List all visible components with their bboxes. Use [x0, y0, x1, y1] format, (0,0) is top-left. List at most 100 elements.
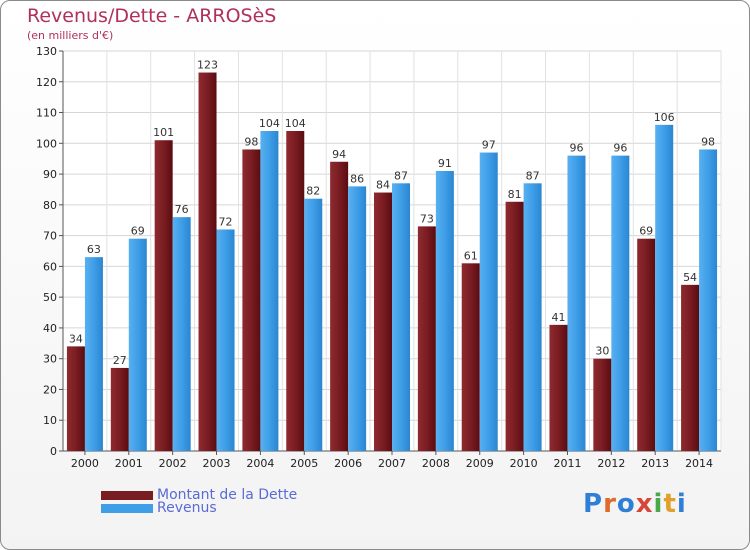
x-tick-label: 2014 — [685, 457, 713, 470]
bar-debt — [461, 263, 480, 451]
data-label: 72 — [219, 215, 233, 228]
data-label: 34 — [69, 332, 83, 345]
y-tick-label: 110 — [36, 107, 57, 120]
bar-revenue — [260, 131, 279, 451]
y-tick-label: 10 — [43, 414, 57, 427]
logo-letter: P — [583, 489, 604, 519]
x-tick-label: 2010 — [510, 457, 538, 470]
data-label: 81 — [508, 188, 522, 201]
data-label: 104 — [285, 117, 306, 130]
logo-letter: i — [676, 489, 687, 519]
bar-revenue — [216, 229, 235, 451]
bar-revenue — [128, 238, 147, 451]
x-tick-label: 2008 — [422, 457, 450, 470]
x-tick-label: 2009 — [466, 457, 494, 470]
bar-revenue — [348, 186, 367, 451]
chart-title: Revenus/Dette - ARROSèS — [27, 5, 277, 27]
bar-debt — [110, 367, 129, 451]
bar-revenue — [567, 155, 586, 451]
data-label: 97 — [482, 139, 496, 152]
data-label: 76 — [175, 203, 189, 216]
legend-swatch-revenue — [101, 504, 153, 513]
data-label: 98 — [701, 135, 715, 148]
data-label: 101 — [153, 126, 174, 139]
data-label: 94 — [332, 148, 346, 161]
bar-revenue — [611, 155, 630, 451]
x-tick-label: 2012 — [597, 457, 625, 470]
y-tick-label: 90 — [43, 168, 57, 181]
y-tick-label: 70 — [43, 230, 57, 243]
y-tick-label: 60 — [43, 260, 57, 273]
data-label: 41 — [551, 311, 565, 324]
bar-debt — [593, 358, 612, 451]
logo-letter: r — [603, 489, 617, 519]
x-tick-label: 2004 — [246, 457, 274, 470]
data-label: 87 — [394, 169, 408, 182]
legend-label-debt: Montant de la Dette — [157, 487, 298, 503]
bar-debt — [198, 72, 217, 452]
data-label: 104 — [259, 117, 280, 130]
bar-revenue — [304, 198, 323, 451]
data-label: 106 — [654, 111, 675, 124]
bar-debt — [330, 161, 349, 451]
data-label: 96 — [613, 142, 627, 155]
data-label: 98 — [244, 135, 258, 148]
bar-debt — [417, 226, 436, 451]
data-label: 63 — [87, 243, 101, 256]
bar-revenue — [392, 183, 410, 452]
proxiti-logo: Proxiti — [583, 489, 687, 519]
x-tick-label: 2000 — [71, 457, 99, 470]
data-label: 27 — [113, 354, 127, 367]
y-tick-label: 30 — [43, 353, 57, 366]
data-label: 84 — [376, 179, 390, 192]
logo-letter: i — [653, 489, 664, 519]
data-label: 96 — [569, 142, 583, 155]
data-label: 123 — [197, 59, 218, 72]
bar-debt — [549, 324, 568, 451]
bar-debt — [154, 140, 173, 451]
y-tick-label: 20 — [43, 383, 57, 396]
x-tick-label: 2011 — [553, 457, 581, 470]
x-tick-label: 2003 — [203, 457, 231, 470]
data-label: 69 — [131, 225, 145, 238]
chart-subtitle: (en milliers d'€) — [27, 29, 114, 42]
bar-debt — [242, 149, 261, 451]
data-label: 87 — [526, 169, 540, 182]
y-tick-label: 100 — [36, 137, 57, 150]
data-label: 69 — [639, 225, 653, 238]
bar-debt — [637, 238, 656, 451]
data-label: 91 — [438, 157, 452, 170]
data-label: 30 — [595, 345, 609, 358]
bar-revenue — [84, 257, 103, 451]
bar-debt — [66, 346, 85, 451]
logo-letter: o — [616, 489, 636, 519]
bar-revenue — [479, 152, 498, 452]
x-tick-label: 2013 — [641, 457, 669, 470]
data-label: 82 — [306, 185, 320, 198]
bar-revenue — [655, 124, 674, 451]
data-label: 54 — [683, 271, 697, 284]
legend-swatch-debt — [101, 491, 153, 500]
y-tick-label: 130 — [36, 45, 57, 58]
bar-debt — [286, 131, 305, 451]
data-label: 73 — [420, 212, 434, 225]
logo-letter: t — [663, 489, 677, 519]
y-tick-label: 0 — [50, 445, 57, 458]
y-tick-label: 80 — [43, 199, 57, 212]
bar-revenue — [699, 149, 718, 451]
data-label: 61 — [464, 249, 478, 262]
y-tick-label: 50 — [43, 291, 57, 304]
logo-letter: x — [635, 489, 654, 519]
bar-revenue — [435, 171, 454, 451]
bar-revenue — [523, 183, 542, 452]
x-tick-label: 2006 — [334, 457, 362, 470]
bar-debt — [681, 284, 700, 451]
x-tick-label: 2005 — [290, 457, 318, 470]
bar-revenue — [172, 217, 191, 451]
bar-debt — [505, 201, 524, 451]
bar-debt — [374, 192, 392, 452]
x-tick-label: 2007 — [378, 457, 406, 470]
y-tick-label: 40 — [43, 322, 57, 335]
y-tick-label: 120 — [36, 76, 57, 89]
